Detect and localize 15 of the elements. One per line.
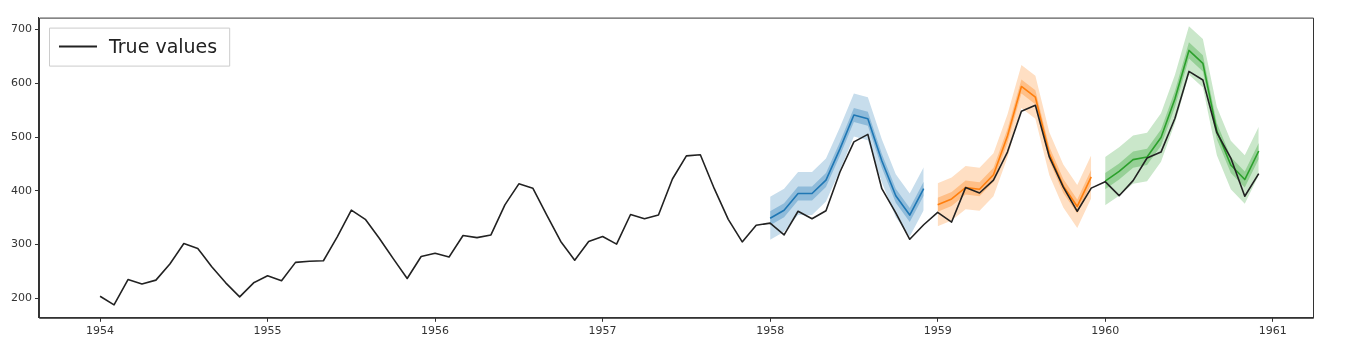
- y-tick-label: 300: [11, 237, 32, 251]
- x-tick-label: 1955: [253, 324, 282, 338]
- x-tick-label: 1958: [756, 324, 785, 338]
- x-tick-label: 1956: [421, 324, 450, 338]
- y-tick-label: 700: [11, 22, 32, 36]
- x-tick-label: 1957: [588, 324, 617, 338]
- y-tick-label: 500: [11, 129, 32, 143]
- x-tick-label: 1959: [923, 324, 952, 338]
- x-tick-label: 1954: [86, 324, 115, 338]
- legend-label: True values: [108, 34, 218, 57]
- x-tick-label: 1961: [1258, 324, 1287, 338]
- y-tick-label: 400: [11, 183, 32, 197]
- y-tick-label: 600: [11, 76, 32, 90]
- x-tick-label: 1960: [1091, 324, 1120, 338]
- y-tick-label: 200: [11, 291, 32, 305]
